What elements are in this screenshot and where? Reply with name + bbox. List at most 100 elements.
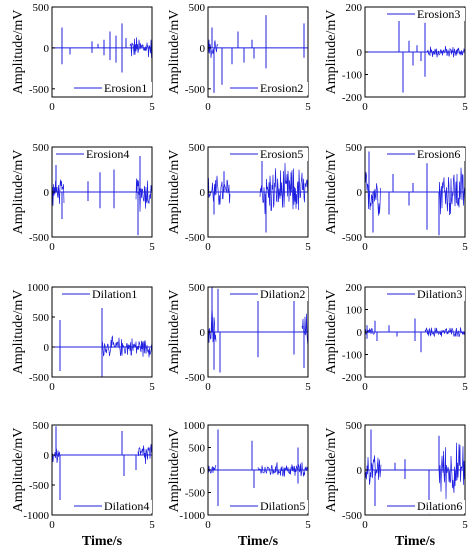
- y-axis-label: Amplitude/mV: [11, 290, 26, 375]
- y-axis-label: Amplitude/mV: [167, 10, 182, 95]
- xtick-label-0: 0: [205, 519, 211, 531]
- signal-burst-0: [129, 37, 153, 59]
- legend-dilation5: Dilation5: [228, 499, 308, 513]
- ytick-label-0: 1000: [27, 282, 50, 294]
- legend-background: [385, 148, 465, 161]
- signal-burst-1: [135, 178, 153, 212]
- legend-erosion3: Erosion3: [385, 7, 465, 21]
- legend-background: [228, 288, 308, 301]
- y-axis-label: Amplitude/mV: [11, 150, 26, 235]
- signal-erosion6: [364, 151, 466, 236]
- signal-burst-1: [137, 444, 153, 465]
- xtick-label-1: 5: [462, 519, 468, 531]
- ytick-label-0: 200: [346, 2, 363, 14]
- ytick-label-0: 500: [346, 420, 363, 432]
- ytick-label-2: 0: [357, 327, 363, 339]
- ytick-label-1: 0: [44, 43, 50, 55]
- xtick-label-1: 5: [305, 241, 311, 253]
- legend-erosion2: Erosion2: [228, 81, 308, 95]
- xtick-label-0: 0: [362, 101, 368, 113]
- ytick-label-0: 500: [33, 142, 50, 154]
- ytick-label-4: -1000: [179, 510, 205, 522]
- xtick-label-1: 5: [462, 381, 468, 393]
- ytick-label-1: 0: [44, 450, 50, 462]
- signal-burst-0: [101, 335, 153, 358]
- legend-label: Erosion2: [260, 81, 303, 95]
- legend-label: Erosion1: [104, 81, 147, 95]
- panel-erosion2: 500 0 -500 0 5 Amplitude/mV Erosion2: [167, 2, 311, 113]
- ytick-label-1: 0: [200, 43, 206, 55]
- legend-dilation1: Dilation1: [60, 287, 140, 301]
- legend-dilation3: Dilation3: [385, 287, 465, 301]
- ytick-label-0: 500: [189, 282, 206, 294]
- legend-background: [385, 8, 465, 21]
- signal-burst-0: [424, 327, 466, 338]
- y-axis-label: Amplitude/mV: [167, 290, 182, 375]
- legend-label: Dilation4: [104, 499, 149, 513]
- xtick-label-0: 0: [49, 381, 55, 393]
- signal-burst-0: [207, 39, 219, 59]
- legend-background: [385, 500, 465, 513]
- signal-burst-0: [51, 179, 65, 206]
- signal-burst-1: [259, 162, 309, 215]
- xtick-label-0: 0: [49, 241, 55, 253]
- ytick-label-1: 500: [33, 312, 50, 324]
- xtick-label-0: 0: [362, 241, 368, 253]
- y-axis-label: Amplitude/mV: [324, 428, 339, 513]
- y-axis-label: Amplitude/mV: [167, 428, 182, 513]
- legend-background: [228, 500, 308, 513]
- legend-background: [72, 82, 152, 95]
- legend-label: Erosion3: [417, 7, 460, 21]
- ytick-label-1: 100: [346, 305, 363, 317]
- ytick-label-3: -1000: [23, 510, 49, 522]
- ytick-label-0: 200: [346, 282, 363, 294]
- ytick-label-1: 0: [357, 465, 363, 477]
- signal-burst-1: [438, 167, 466, 216]
- signal-erosion1: [52, 23, 153, 73]
- xtick-label-1: 5: [462, 241, 468, 253]
- signal-burst-0: [207, 464, 217, 474]
- legend-label: Dilation3: [417, 287, 462, 301]
- xtick-label-0: 0: [49, 519, 55, 531]
- signal-erosion3: [365, 11, 466, 93]
- ytick-label-2: -500: [29, 232, 50, 244]
- panel-erosion1: 500 0 -500 0 5 Amplitude/mV Erosion1: [11, 2, 155, 113]
- axes-box: [51, 424, 153, 516]
- legend-background: [228, 148, 308, 161]
- ytick-label-2: -500: [342, 510, 363, 522]
- legend-erosion5: Erosion5: [228, 147, 308, 161]
- ytick-label-1: 500: [189, 443, 206, 455]
- xtick-label-1: 5: [305, 101, 311, 113]
- ytick-label-1: 0: [200, 327, 206, 339]
- signal-erosion2: [207, 15, 308, 93]
- legend-dilation2: Dilation2: [228, 287, 308, 301]
- x-axis-label: Time/s: [82, 534, 123, 549]
- y-axis-label: Amplitude/mV: [11, 428, 26, 513]
- legend-label: Dilation5: [260, 499, 305, 513]
- ytick-label-2: 0: [200, 465, 206, 477]
- axes-box: [51, 286, 153, 378]
- xtick-label-0: 0: [205, 381, 211, 393]
- ytick-label-0: 500: [189, 142, 206, 154]
- legend-erosion6: Erosion6: [385, 147, 465, 161]
- signal-dilation5: [207, 429, 309, 506]
- ytick-label-2: -500: [29, 480, 50, 492]
- xtick-label-1: 5: [305, 381, 311, 393]
- ytick-label-1: 0: [357, 187, 363, 199]
- axes-box: [207, 6, 309, 98]
- legend-background: [72, 500, 152, 513]
- y-axis-label: Amplitude/mV: [167, 150, 182, 235]
- legend-background: [385, 288, 465, 301]
- ytick-label-1: 0: [44, 187, 50, 199]
- ytick-label-3: -500: [185, 488, 206, 500]
- ytick-label-0: 500: [33, 2, 50, 14]
- legend-label: Erosion4: [86, 147, 129, 161]
- y-axis-label: Amplitude/mV: [324, 150, 339, 235]
- xtick-label-1: 5: [149, 381, 155, 393]
